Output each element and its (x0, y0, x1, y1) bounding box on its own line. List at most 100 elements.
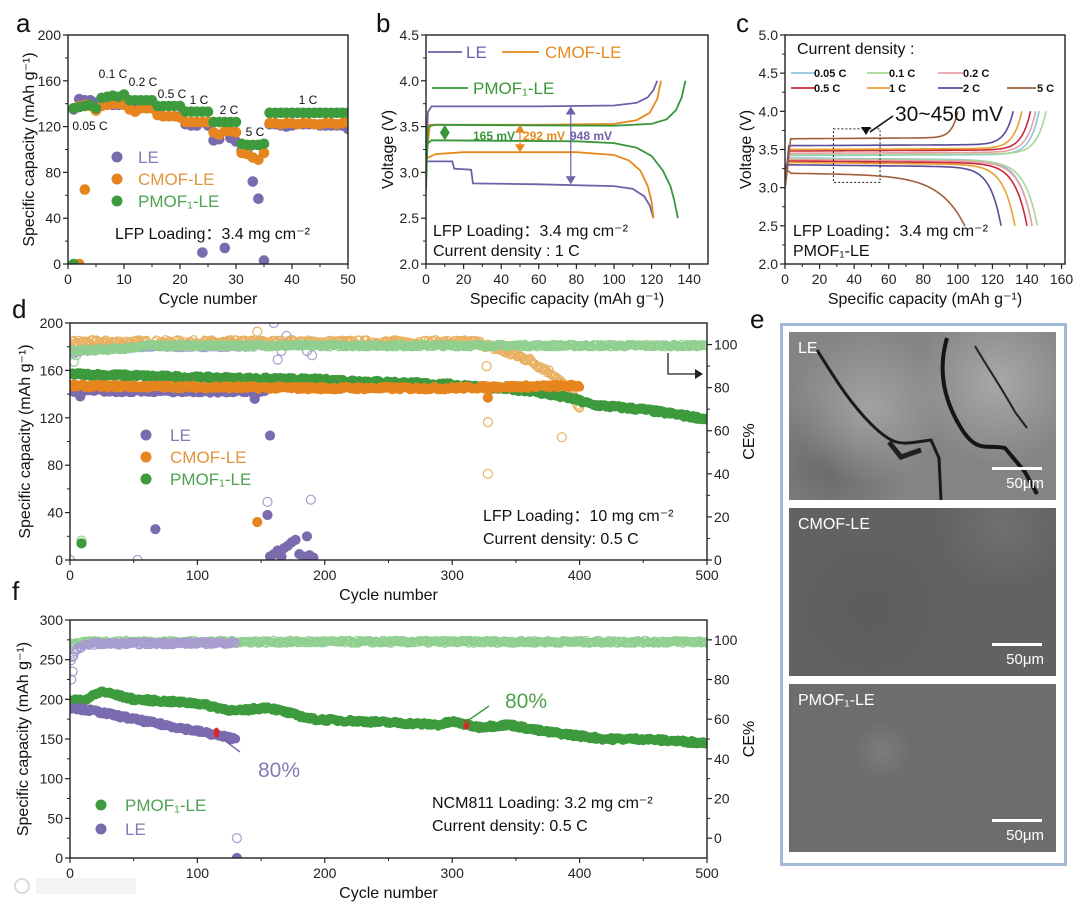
data-point (701, 637, 707, 647)
sem-label: LE (798, 340, 818, 357)
x-tick-label: 300 (441, 865, 465, 881)
x-tick-label: 20 (812, 271, 828, 287)
series-le-ce (70, 637, 242, 844)
rate-label: 0.5 C (158, 87, 187, 101)
x-tick-label: 0 (64, 271, 72, 287)
plot-frame (784, 34, 1066, 265)
watermark-logo (14, 878, 136, 894)
y-tick-label: 3.5 (759, 142, 779, 158)
panel-letter: a (16, 8, 31, 38)
outlier-point (249, 393, 260, 404)
outlier-point (301, 531, 313, 542)
legend-label: 0.2 C (963, 68, 989, 80)
sem-label: PMOF₁-LE (798, 692, 875, 709)
outlier-point (150, 524, 161, 535)
charge-curve (785, 111, 1032, 188)
series-le (426, 80, 659, 219)
data-point (230, 116, 242, 128)
y-tick-label: 100 (40, 771, 64, 787)
series-2-C (785, 111, 1014, 226)
outlier-point (70, 356, 79, 367)
x-tick-label: 40 (846, 271, 862, 287)
charge-curve (785, 111, 1037, 188)
current-density-note: Current density: 0.5 C (483, 531, 639, 548)
arrowhead-icon (695, 369, 703, 379)
outlier-point (272, 354, 283, 365)
y-tick-label: 4.5 (759, 65, 779, 81)
x-tick-label: 300 (441, 567, 465, 583)
data-point (258, 255, 270, 264)
series-le-ce (70, 323, 318, 560)
data-point (70, 652, 78, 662)
watermark-icon (14, 878, 30, 894)
arrowhead-icon (861, 127, 871, 135)
plot-area (70, 323, 707, 560)
x-tick-label: 40 (493, 271, 509, 287)
series-0-05-C (785, 111, 1040, 227)
x-axis-label: Cycle number (159, 291, 258, 308)
discharge-curve (785, 164, 1002, 226)
series-pmof-le (426, 80, 687, 219)
outlier-point (262, 496, 273, 507)
legend-label: CMOF-LE (138, 170, 215, 189)
data-point (575, 382, 585, 392)
data-point (253, 193, 264, 205)
outlier-point (264, 430, 276, 441)
electrolyte-note: PMOF₁-LE (793, 243, 870, 260)
series-pmof-le-capacity (70, 368, 707, 549)
outlier-point (70, 674, 77, 685)
y2-tick-label: 100 (714, 632, 738, 648)
legend-marker (111, 195, 123, 207)
outlier-point (252, 326, 263, 337)
discharge-curve (426, 160, 655, 219)
y2-tick-label: 40 (714, 751, 730, 767)
rate-label: 0.2 C (129, 75, 158, 89)
y-tick-label: 4.0 (400, 73, 420, 89)
plot-frame (67, 34, 349, 265)
plot-area (68, 89, 348, 264)
panel-b: 0 20 40 60 80 100 120 140 2.0 2.5 3.0 3.5 4.0 4.5 Spec… (376, 8, 709, 308)
sem-image-pmof-le: PMOF₁-LE 50μm (789, 684, 1056, 852)
y-tick-label: 0 (55, 850, 63, 866)
x-tick-label: 200 (313, 865, 337, 881)
legend-label: CMOF-LE (545, 43, 622, 62)
outlier-point (132, 554, 143, 560)
outlier-point (556, 432, 567, 443)
discharge-curve (426, 151, 655, 219)
discharge-curve (785, 158, 1033, 227)
plot-frame (69, 619, 708, 859)
discharge-curve (426, 139, 679, 219)
crack-overlay (815, 337, 1039, 500)
x-axis-label: Specific capacity (mAh g⁻¹) (828, 291, 1022, 308)
legend-marker (140, 451, 152, 463)
right-axis-arrow-icon (667, 353, 697, 375)
data-point (231, 638, 241, 648)
rate-label: 1 C (190, 93, 209, 107)
charge-curve (785, 111, 1047, 188)
outlier-point (290, 534, 301, 545)
data-point (247, 176, 259, 187)
series-5-C (785, 111, 966, 227)
x-tick-label: 0 (66, 567, 74, 583)
outlier-point (482, 392, 493, 403)
data-point (202, 106, 214, 118)
x-axis-label: Specific capacity (mAh g⁻¹) (470, 291, 664, 308)
y-tick-label: 5.0 (759, 27, 779, 43)
x-axis-label: Cycle number (339, 587, 438, 604)
legend-label: 2 C (963, 83, 980, 95)
x-tick-label: 20 (456, 271, 472, 287)
y2-tick-label: 20 (714, 791, 730, 807)
panel-letter: d (12, 294, 26, 324)
series-le-capacity (70, 703, 242, 858)
legend-marker (95, 799, 107, 811)
legend-marker (140, 429, 152, 441)
discharge-curve (785, 161, 1016, 227)
y-tick-label: 120 (40, 410, 64, 426)
loading-note: LFP Loading：3.4 mg cm⁻² (115, 226, 311, 243)
y2-axis-label: CE% (741, 423, 758, 459)
scale-bar-label: 50μm (1006, 475, 1044, 492)
arrowhead-icon (565, 176, 576, 185)
outlier-point (305, 494, 316, 505)
data-point (79, 184, 91, 195)
y2-tick-label: 80 (714, 380, 730, 396)
